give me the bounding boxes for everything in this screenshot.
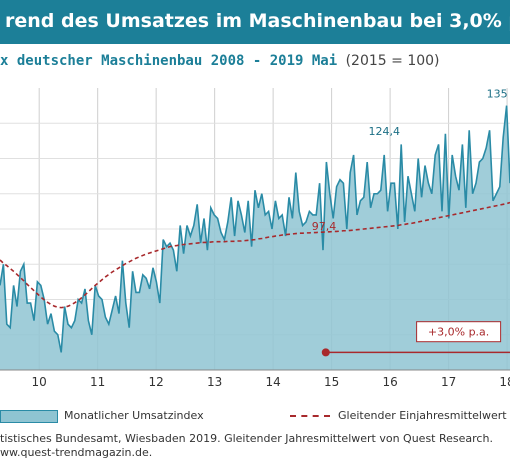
series-moving-average [0,201,510,309]
data-label: 97,4 [312,220,337,233]
x-tick-label: 16 [382,375,397,388]
legend-swatch-moving-average [290,415,330,417]
legend-label-monthly: Monatlicher Umsatzindex [64,409,204,422]
subtitle-base: (2015 = 100) [345,53,440,69]
x-tick-label: 15 [324,375,339,388]
data-label: 135 [487,88,508,101]
trend-label-box [416,321,502,343]
source-note: tistisches Bundesamt, Wiesbaden 2019. Gl… [0,432,493,445]
x-tick-label: 13 [207,375,222,388]
x-tick-label: 12 [149,375,164,388]
chart-subtitle: x deutscher Maschinenbau 2008 - 2019 Mai… [0,53,510,69]
legend-label-moving-average: Gleitender Einjahresmittelwert [338,409,507,422]
trend-marker [321,348,330,357]
footer: tistisches Bundesamt, Wiesbaden 2019. Gl… [0,432,510,460]
legend: Monatlicher Umsatzindex Gleitender Einja… [0,405,510,427]
title-bar: rend des Umsatzes im Maschinenbau bei 3,… [0,0,510,44]
legend-swatch-area [0,410,58,423]
x-tick-label: 11 [90,375,105,388]
website-note: ww.quest-trendmagazin.de. [0,446,153,459]
series-monthly-area [0,105,510,370]
x-tick-label: 10 [32,375,47,388]
subtitle-text: x deutscher Maschinenbau 2008 - 2019 Mai [0,53,338,69]
chart-title: rend des Umsatzes im Maschinenbau bei 3,… [5,10,510,32]
x-tick-label: 17 [441,375,456,388]
trend-label: +3,0% p.a. [428,326,489,339]
data-label: 124,4 [369,125,401,138]
series-monthly-line [0,105,510,353]
x-tick-label: 18 [499,375,510,388]
area-chart: 10 11 12 13 14 15 16 17 18 97,4 124,4 135 +3,0% p.a. [0,88,510,388]
x-tick-label: 14 [265,375,280,388]
